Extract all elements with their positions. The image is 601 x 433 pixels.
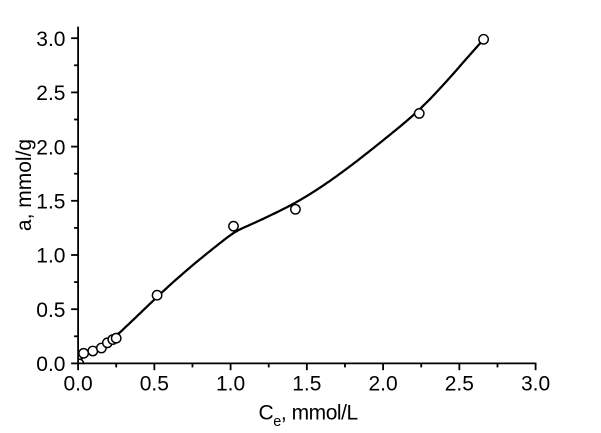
svg-text:1.0: 1.0 xyxy=(36,245,65,268)
svg-text:1.5: 1.5 xyxy=(36,191,65,214)
svg-text:2.0: 2.0 xyxy=(36,136,65,159)
svg-text:3.0: 3.0 xyxy=(521,373,550,396)
svg-text:1.0: 1.0 xyxy=(216,373,245,396)
svg-text:a, mmol/g: a, mmol/g xyxy=(13,139,36,231)
svg-text:0.0: 0.0 xyxy=(63,373,92,396)
svg-text:1.5: 1.5 xyxy=(292,373,321,396)
svg-text:2.5: 2.5 xyxy=(36,82,65,105)
svg-text:0.0: 0.0 xyxy=(36,353,65,376)
svg-text:0.5: 0.5 xyxy=(36,299,65,322)
svg-text:2.0: 2.0 xyxy=(368,373,397,396)
svg-text:0.5: 0.5 xyxy=(140,373,169,396)
svg-text:3.0: 3.0 xyxy=(36,28,65,51)
svg-text:2.5: 2.5 xyxy=(445,373,474,396)
